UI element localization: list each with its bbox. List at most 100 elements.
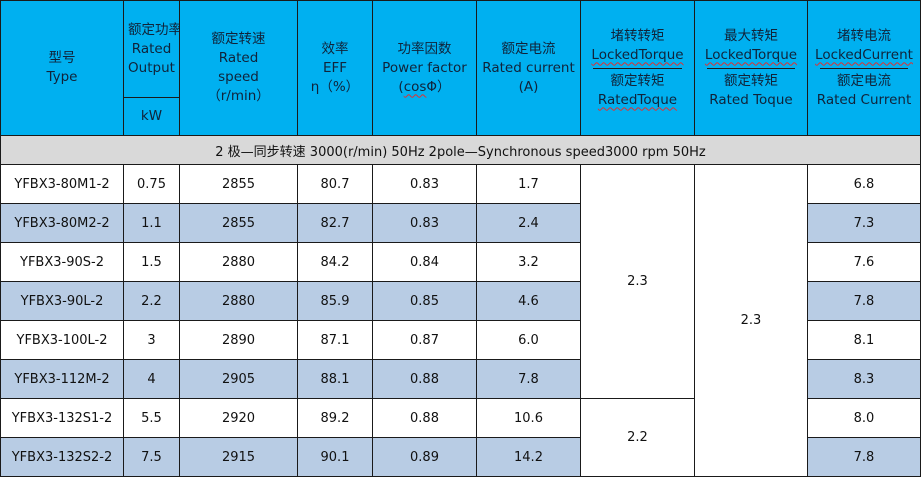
cell-model: YFBX3-132S2-2 <box>0 437 124 477</box>
table-row: YFBX3-90L-2 2.2 2880 85.9 0.85 4.6 7.8 <box>0 281 921 321</box>
cell-max-torque-all: 2.3 <box>694 164 808 477</box>
header-lt-zh-bottom: 额定转矩 <box>610 72 665 89</box>
cell-current: 1.7 <box>476 164 581 204</box>
cell-kw: 7.5 <box>123 437 180 477</box>
header-locked-current: 堵转电流 LockedCurrent 额定电流 Rated Current <box>807 0 921 136</box>
header-max-torque: 最大转矩 LockedTorque 额定转矩 Rated Toque <box>694 0 808 136</box>
cell-current: 10.6 <box>476 398 581 438</box>
cell-kw: 4 <box>123 359 180 399</box>
cell-model: YFBX3-90S-2 <box>0 242 124 282</box>
cell-locked-current: 6.8 <box>807 164 921 204</box>
header-current-en2: (A) <box>518 78 539 95</box>
cell-kw: 1.5 <box>123 242 180 282</box>
header-mt-en-bottom: Rated Toque <box>709 91 793 108</box>
header-current-en1: Rated current <box>482 59 575 76</box>
cell-pf: 0.88 <box>372 359 477 399</box>
header-power-factor: 功率因数 Power factor (cosΦ） <box>372 0 477 136</box>
cell-pf: 0.88 <box>372 398 477 438</box>
cell-eff: 90.1 <box>297 437 373 477</box>
motor-spec-table: 型号 Type 额定功率 Rated Output 额定转速 Rated spe… <box>0 0 921 477</box>
cell-speed: 2920 <box>179 398 298 438</box>
header-eff-zh: 效率 <box>321 40 349 57</box>
cell-eff: 87.1 <box>297 320 373 360</box>
ratio-divider <box>593 67 682 69</box>
cell-locked-current: 7.6 <box>807 242 921 282</box>
header-power-unit: kW <box>123 97 180 136</box>
cell-current: 6.0 <box>476 320 581 360</box>
header-pf-zh: 功率因数 <box>397 40 452 57</box>
cell-pf: 0.87 <box>372 320 477 360</box>
header-lc-zh-bottom: 额定电流 <box>837 72 891 89</box>
header-mt-en-top: LockedTorque <box>704 46 798 63</box>
table-row: YFBX3-80M1-2 0.75 2855 80.7 0.83 1.7 2.3… <box>0 164 921 477</box>
header-lc-en-top: LockedCurrent <box>815 46 913 63</box>
cell-model: YFBX3-90L-2 <box>0 281 124 321</box>
table-row: YFBX3-132S1-2 5.5 2920 89.2 0.88 10.6 2.… <box>0 398 921 477</box>
cell-model: YFBX3-132S1-2 <box>0 398 124 438</box>
header-lc-zh-top: 堵转电流 <box>837 27 891 44</box>
header-power: 额定功率 Rated Output <box>123 0 180 98</box>
ratio-divider <box>820 67 908 69</box>
header-power-en1: Rated <box>131 40 172 57</box>
header-eff: 效率 EFF η（%） <box>297 0 373 136</box>
header-model-en: Type <box>46 69 78 85</box>
header-power-zh: 额定功率 <box>128 21 180 38</box>
cell-current: 3.2 <box>476 242 581 282</box>
header-current: 额定电流 Rated current (A) <box>476 0 581 136</box>
header-power-en2: Output <box>128 59 175 76</box>
header-model: 型号 Type <box>0 0 124 136</box>
cell-kw: 1.1 <box>123 203 180 243</box>
cell-locked-current: 8.0 <box>807 398 921 438</box>
cell-eff: 80.7 <box>297 164 373 204</box>
cell-locked-current: 7.8 <box>807 281 921 321</box>
cell-eff: 89.2 <box>297 398 373 438</box>
header-speed: 额定转速 Rated speed （r/min） <box>179 0 298 136</box>
cell-kw: 2.2 <box>123 281 180 321</box>
header-speed-en1: Rated <box>218 50 259 66</box>
cell-current: 4.6 <box>476 281 581 321</box>
cell-pf: 0.84 <box>372 242 477 282</box>
cell-locked-torque-group2: 2.2 <box>580 398 695 477</box>
header-model-zh: 型号 <box>48 50 76 66</box>
cell-current: 14.2 <box>476 437 581 477</box>
cell-speed: 2880 <box>179 242 298 282</box>
cell-eff: 85.9 <box>297 281 373 321</box>
header-lt-zh-top: 堵转转矩 <box>610 27 665 44</box>
cell-speed: 2890 <box>179 320 298 360</box>
cell-speed: 2905 <box>179 359 298 399</box>
cell-model: YFBX3-80M2-2 <box>0 203 124 243</box>
cell-kw: 0.75 <box>123 164 180 204</box>
cell-speed: 2880 <box>179 281 298 321</box>
table-row: YFBX3-80M2-2 1.1 2855 82.7 0.83 2.4 7.3 <box>0 203 921 243</box>
header-lc-en-bottom: Rated Current <box>816 91 912 108</box>
cell-locked-current: 8.3 <box>807 359 921 399</box>
header-speed-zh: 额定转速 <box>211 31 266 47</box>
cell-speed: 2915 <box>179 437 298 477</box>
cell-pf: 0.83 <box>372 164 477 204</box>
cell-current: 2.4 <box>476 203 581 243</box>
table-row: YFBX3-112M-2 4 2905 88.1 0.88 7.8 8.3 <box>0 359 921 399</box>
cell-current: 7.8 <box>476 359 581 399</box>
header-current-zh: 额定电流 <box>501 40 556 57</box>
header-mt-zh-top: 最大转矩 <box>724 27 778 44</box>
cell-eff: 88.1 <box>297 359 373 399</box>
cell-eff: 82.7 <box>297 203 373 243</box>
cell-model: YFBX3-112M-2 <box>0 359 124 399</box>
cell-pf: 0.89 <box>372 437 477 477</box>
cell-eff: 84.2 <box>297 242 373 282</box>
cell-locked-current: 8.1 <box>807 320 921 360</box>
table-row: YFBX3-132S2-2 7.5 2915 90.1 0.89 14.2 7.… <box>0 437 921 477</box>
cell-model: YFBX3-80M1-2 <box>0 164 124 204</box>
header-mt-zh-bottom: 额定转矩 <box>724 72 778 89</box>
cell-speed: 2855 <box>179 164 298 204</box>
cell-kw: 5.5 <box>123 398 180 438</box>
header-speed-unit: （r/min） <box>207 88 270 104</box>
cell-locked-current: 7.8 <box>807 437 921 477</box>
header-pf-en2: (cosΦ） <box>398 78 451 95</box>
ratio-divider <box>707 67 795 69</box>
cell-locked-current: 7.3 <box>807 203 921 243</box>
header-eff-en1: EFF <box>322 59 348 76</box>
cell-pf: 0.83 <box>372 203 477 243</box>
cell-pf: 0.85 <box>372 281 477 321</box>
cell-kw: 3 <box>123 320 180 360</box>
